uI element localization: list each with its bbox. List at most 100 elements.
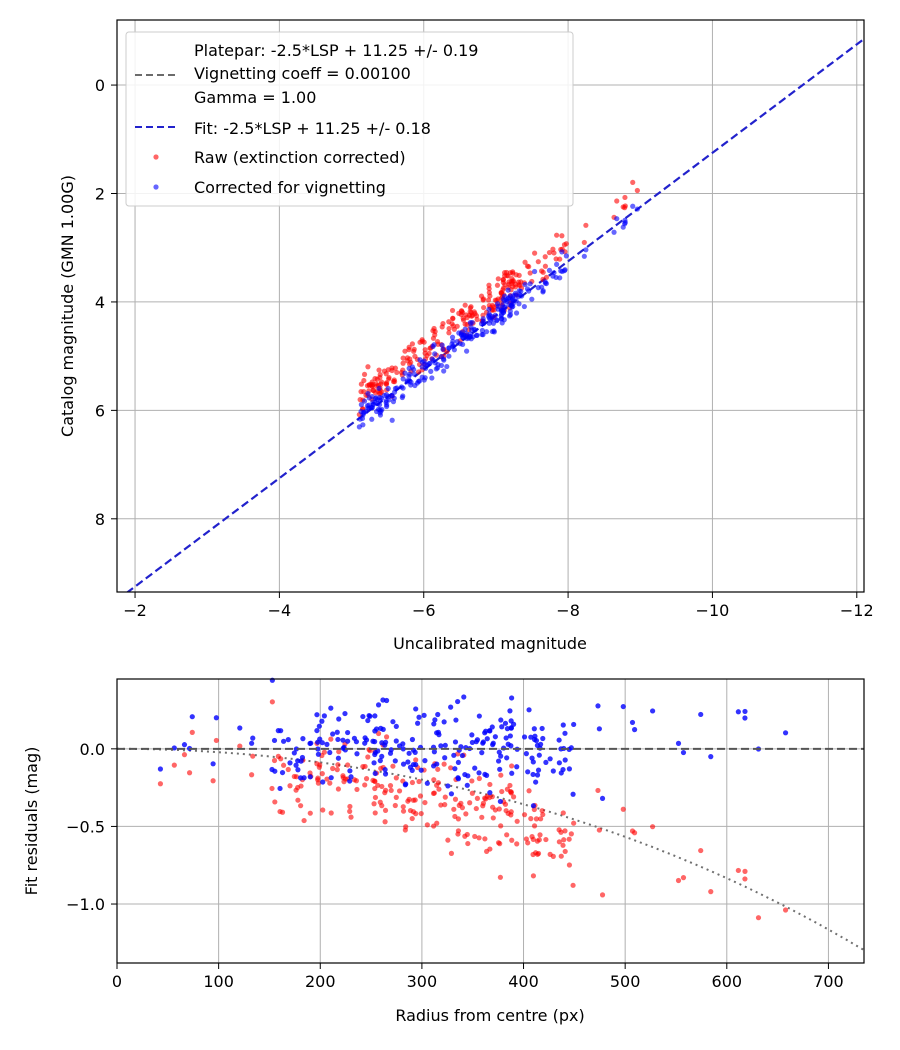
top-raw-point xyxy=(526,264,532,270)
bottom-corrected-point xyxy=(293,746,300,752)
bottom-x-tick-label: 700 xyxy=(813,972,844,991)
top-corrected-point xyxy=(469,327,475,333)
bottom-raw-point xyxy=(372,810,378,816)
top-raw-point xyxy=(464,314,470,321)
bottom-raw-point xyxy=(442,802,448,808)
bottom-corrected-point xyxy=(742,715,748,721)
top-raw-point xyxy=(485,297,492,303)
bottom-corrected-point xyxy=(629,719,636,726)
bottom-raw-point xyxy=(571,820,577,826)
top-corrected-point xyxy=(529,296,535,302)
bottom-corrected-point xyxy=(249,740,255,746)
top-raw-point xyxy=(468,304,474,310)
bottom-corrected-point xyxy=(562,730,568,736)
top-corrected-point xyxy=(551,270,557,276)
top-corrected-point xyxy=(444,363,450,370)
bottom-corrected-point xyxy=(300,736,306,742)
bottom-raw-point xyxy=(568,831,574,837)
top-y-tick-label: 6 xyxy=(95,401,105,420)
legend-vignetting-label: Vignetting coeff = 0.00100 xyxy=(194,64,411,83)
legend-gamma-label: Gamma = 1.00 xyxy=(194,88,316,107)
top-raw-point xyxy=(494,282,501,288)
bottom-corrected-point xyxy=(319,740,325,746)
bottom-raw-point xyxy=(509,763,515,769)
bottom-y-tick-label: −1.0 xyxy=(66,895,105,914)
top-corrected-point xyxy=(522,281,528,288)
bottom-corrected-point xyxy=(452,739,459,745)
top-corrected-point xyxy=(464,348,470,354)
bottom-raw-point xyxy=(431,777,437,783)
bottom-raw-point xyxy=(287,783,293,789)
bottom-corrected-point xyxy=(400,746,406,752)
top-raw-point xyxy=(500,277,506,283)
bottom-raw-point xyxy=(371,801,377,807)
bottom-raw-point xyxy=(504,786,510,792)
bottom-corrected-point xyxy=(392,758,398,764)
bottom-x-tick-label: 0 xyxy=(112,972,122,991)
top-corrected-point xyxy=(419,364,425,370)
bottom-corrected-point xyxy=(250,735,256,741)
bottom-corrected-point xyxy=(348,774,354,780)
top-x-tick-label: −10 xyxy=(696,601,730,620)
bottom-corrected-point xyxy=(366,713,372,719)
legend-corrected-label: Corrected for vignetting xyxy=(194,178,386,197)
bottom-raw-point xyxy=(650,824,656,830)
bottom-raw-point xyxy=(599,892,606,898)
bottom-corrected-point xyxy=(550,768,556,774)
bottom-corrected-point xyxy=(415,720,421,726)
bottom-raw-point xyxy=(448,765,454,771)
bottom-corrected-point xyxy=(330,731,336,737)
bottom-raw-point xyxy=(334,767,340,773)
bottom-corrected-point xyxy=(448,704,454,710)
bottom-corrected-point xyxy=(570,791,576,797)
top-raw-point xyxy=(532,250,538,256)
top-raw-point xyxy=(365,364,371,370)
bottom-corrected-point xyxy=(393,723,399,730)
top-raw-point xyxy=(446,330,452,336)
top-corrected-point xyxy=(429,375,435,381)
bottom-corrected-point xyxy=(383,739,389,745)
bottom-corrected-point xyxy=(317,736,323,742)
bottom-raw-point xyxy=(388,787,394,794)
bottom-raw-point xyxy=(269,699,275,705)
top-corrected-point xyxy=(480,318,487,324)
top-raw-point xyxy=(377,372,383,378)
bottom-raw-point xyxy=(315,775,321,781)
bottom-corrected-point xyxy=(319,718,325,724)
bottom-corrected-point xyxy=(469,732,475,738)
bottom-raw-point xyxy=(562,848,568,855)
top-corrected-point xyxy=(449,334,456,340)
bottom-corrected-point xyxy=(379,753,385,760)
bottom-corrected-point xyxy=(442,755,448,761)
legend: Platepar: -2.5*LSP + 11.25 +/- 0.19 Vign… xyxy=(125,31,574,207)
bottom-raw-point xyxy=(463,811,469,817)
bottom-raw-point xyxy=(503,808,509,814)
bottom-corrected-point xyxy=(431,763,437,769)
bottom-corrected-point xyxy=(523,751,529,757)
bottom-x-tick-label: 400 xyxy=(508,972,539,991)
bottom-corrected-point xyxy=(431,721,437,727)
top-corrected-point xyxy=(421,358,427,364)
bottom-corrected-point xyxy=(497,798,503,805)
bottom-raw-point xyxy=(525,840,531,846)
bottom-raw-point xyxy=(372,785,378,792)
top-corrected-point xyxy=(630,203,636,209)
top-raw-point xyxy=(400,360,406,366)
top-corrected-point xyxy=(460,335,466,341)
bottom-corrected-point xyxy=(285,737,291,743)
bottom-corrected-point xyxy=(360,713,366,720)
bottom-corrected-point xyxy=(514,764,520,770)
bottom-raw-point xyxy=(482,836,488,842)
top-corrected-point xyxy=(546,267,553,273)
bottom-corrected-point xyxy=(459,752,465,759)
bottom-corrected-point xyxy=(438,743,444,749)
bottom-corrected-point xyxy=(680,749,687,756)
top-corrected-point xyxy=(384,402,390,408)
bottom-corrected-point xyxy=(378,725,384,731)
bottom-raw-point xyxy=(435,766,441,772)
top-corrected-point xyxy=(428,368,434,374)
bottom-corrected-point xyxy=(483,728,489,734)
bottom-corrected-point xyxy=(503,735,509,741)
top-raw-point xyxy=(411,346,417,352)
bottom-corrected-point xyxy=(422,758,428,764)
